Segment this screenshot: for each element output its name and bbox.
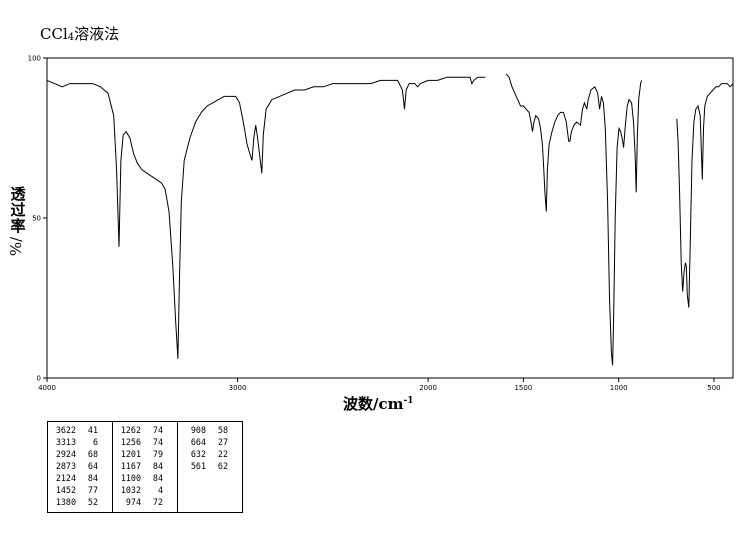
peak-table-row: 1032 4: [113, 484, 177, 496]
y-tick-label-50: 50: [32, 215, 41, 223]
spectrum-line-segment-2: [505, 73, 642, 366]
peak-wavenumber: 3622: [55, 425, 76, 435]
peak-table-row: 1380 52: [48, 496, 112, 508]
x-tick-label-1000: 1000: [610, 384, 628, 392]
peak-wavenumber: 3313: [55, 437, 76, 447]
peak-transmittance: 84: [152, 461, 163, 471]
peak-transmittance: 58: [217, 425, 228, 435]
peak-table-row: 1256 74: [113, 436, 177, 448]
peak-wavenumber: 908: [190, 425, 206, 435]
peak-table-row: 1100 84: [113, 472, 177, 484]
x-tick-label-4000: 4000: [38, 384, 56, 392]
peak-table-row: 3622 41: [48, 424, 112, 436]
ir-spectrum-chart: 4000 3000 2000 1500 1000 500 0 50 100: [28, 55, 734, 392]
peak-wavenumber: 1167: [120, 461, 141, 471]
y-tick-label-0: 0: [37, 375, 41, 383]
peak-wavenumber: 1262: [120, 425, 141, 435]
x-tick-label-500: 500: [707, 384, 720, 392]
peak-wavenumber: 1032: [120, 485, 141, 495]
peak-table-column-2: 1262 74 1256 74 1201 79 1167 84 1100 84 1032 4 974 72: [112, 421, 178, 513]
peak-table-row: 2873 64: [48, 460, 112, 472]
peak-transmittance: 74: [152, 437, 163, 447]
peak-table-row: 3313 6: [48, 436, 112, 448]
peak-table-row: 1167 84: [113, 460, 177, 472]
x-tick-label-3000: 3000: [229, 384, 247, 392]
peak-table-row: 664 27: [178, 436, 242, 448]
peak-table: 3622 41 3313 6 2924 68 2873 64 2124 84 1452 77 1380 5…: [47, 421, 243, 513]
peak-transmittance: 22: [217, 449, 228, 459]
x-tick-label-1500: 1500: [514, 384, 532, 392]
peak-transmittance: 79: [152, 449, 163, 459]
peak-table-row: 561 62: [178, 460, 242, 472]
x-tick-label-2000: 2000: [419, 384, 437, 392]
peak-transmittance: 74: [152, 425, 163, 435]
peak-table-row: 2924 68: [48, 448, 112, 460]
plot-frame: [46, 57, 734, 379]
x-axis-label: 波数/cm-1: [343, 395, 414, 413]
peak-table-row: 2124 84: [48, 472, 112, 484]
peak-transmittance: 4: [157, 485, 163, 495]
peak-wavenumber: 664: [190, 437, 206, 447]
peak-table-row: 908 58: [178, 424, 242, 436]
spectrum-line-segment-1: [46, 76, 486, 359]
peak-wavenumber: 2873: [55, 461, 76, 471]
peak-transmittance: 68: [87, 449, 98, 459]
peak-transmittance: 6: [92, 437, 98, 447]
peak-wavenumber: 1100: [120, 473, 141, 483]
peak-table-row: 1262 74: [113, 424, 177, 436]
peak-wavenumber: 561: [190, 461, 206, 471]
peak-wavenumber: 2124: [55, 473, 76, 483]
peak-wavenumber: 1201: [120, 449, 141, 459]
peak-wavenumber: 974: [125, 497, 141, 507]
peak-transmittance: 52: [87, 497, 98, 507]
peak-table-row: 1452 77: [48, 484, 112, 496]
peak-table-column-1: 3622 41 3313 6 2924 68 2873 64 2124 84 1452 77 1380 5…: [47, 421, 113, 513]
peak-table-row: 1201 79: [113, 448, 177, 460]
peak-transmittance: 72: [152, 497, 163, 507]
peak-transmittance: 84: [152, 473, 163, 483]
peak-transmittance: 41: [87, 425, 98, 435]
peak-transmittance: 27: [217, 437, 228, 447]
peak-transmittance: 77: [87, 485, 98, 495]
peak-transmittance: 64: [87, 461, 98, 471]
peak-transmittance: 84: [87, 473, 98, 483]
chart-title: CCl4溶液法: [40, 25, 120, 43]
spectrum-line-segment-3: [676, 83, 734, 308]
peak-table-column-3: 908 58 664 27 632 22 561 62: [177, 421, 243, 513]
peak-wavenumber: 2924: [55, 449, 76, 459]
peak-wavenumber: 632: [190, 449, 206, 459]
peak-table-row: 974 72: [113, 496, 177, 508]
y-tick-label-100: 100: [28, 55, 41, 63]
peak-wavenumber: 1256: [120, 437, 141, 447]
peak-wavenumber: 1452: [55, 485, 76, 495]
peak-table-row: 632 22: [178, 448, 242, 460]
peak-wavenumber: 1380: [55, 497, 76, 507]
peak-transmittance: 62: [217, 461, 228, 471]
y-axis-label: 透过率 %/: [7, 186, 27, 257]
